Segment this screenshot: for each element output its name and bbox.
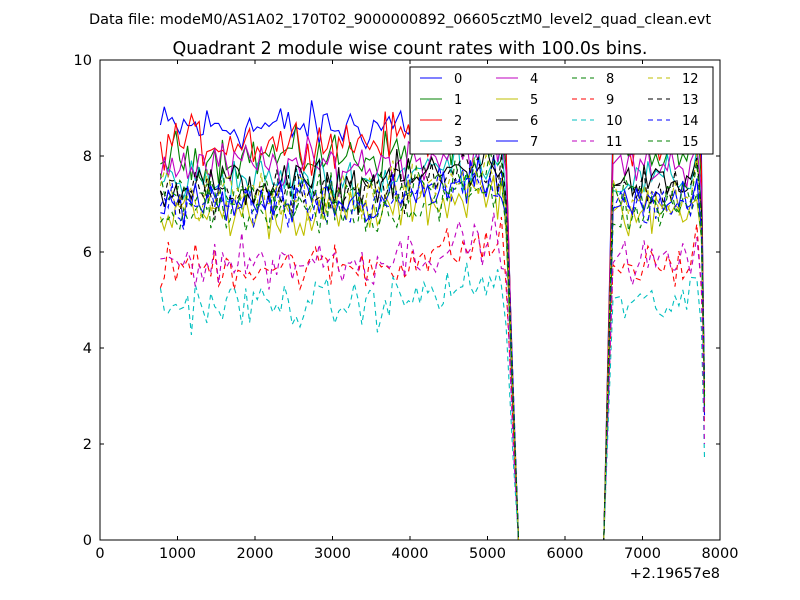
x-tick-label: 6000 <box>547 546 584 562</box>
x-tick-label: 3000 <box>314 546 351 562</box>
series-line-4 <box>159 122 706 541</box>
y-tick-label: 2 <box>83 437 92 453</box>
legend-label-1: 1 <box>454 93 462 108</box>
y-tick-label: 10 <box>74 53 92 69</box>
series-line-10 <box>159 262 706 541</box>
legend-box <box>409 66 714 155</box>
legend-label-10: 10 <box>606 114 623 129</box>
x-tick-label: 5000 <box>469 546 506 562</box>
x-tick-label: 7000 <box>624 546 661 562</box>
legend-label-13: 13 <box>682 93 699 108</box>
x-tick-label: 2000 <box>237 546 274 562</box>
legend-label-6: 6 <box>530 114 538 129</box>
series-layer <box>159 82 706 541</box>
legend-label-11: 11 <box>606 135 623 150</box>
y-tick-label: 8 <box>83 149 92 165</box>
legend-label-12: 12 <box>682 72 699 87</box>
series-line-7 <box>160 155 706 541</box>
x-tick-label: 8000 <box>702 546 739 562</box>
legend-label-9: 9 <box>606 93 614 108</box>
legend-label-0: 0 <box>454 72 462 87</box>
series-line-8 <box>159 180 706 541</box>
legend-label-14: 14 <box>682 114 699 129</box>
y-tick-label: 0 <box>83 533 92 549</box>
chart-title: Quadrant 2 module wise count rates with … <box>173 39 648 59</box>
x-tick-label: 0 <box>95 546 104 562</box>
x-offset-label: +2.19657e8 <box>630 566 720 582</box>
x-tick-label: 4000 <box>392 546 429 562</box>
legend-label-7: 7 <box>530 135 538 150</box>
legend-label-4: 4 <box>530 72 538 87</box>
series-line-6 <box>159 143 706 541</box>
x-tick-label: 1000 <box>159 546 196 562</box>
legend-label-5: 5 <box>530 93 538 108</box>
legend-label-15: 15 <box>682 135 699 150</box>
series-line-9 <box>159 216 706 541</box>
series-line-11 <box>160 212 706 541</box>
legend-label-3: 3 <box>454 135 462 150</box>
series-line-14 <box>159 166 706 541</box>
legend-label-2: 2 <box>454 114 462 129</box>
y-tick-label: 4 <box>83 341 92 357</box>
suptitle: Data file: modeM0/AS1A02_170T02_90000008… <box>89 12 711 28</box>
y-tick-label: 6 <box>83 245 92 261</box>
series-line-12 <box>159 153 706 541</box>
series-line-15 <box>159 150 706 541</box>
legend-label-8: 8 <box>606 72 614 87</box>
